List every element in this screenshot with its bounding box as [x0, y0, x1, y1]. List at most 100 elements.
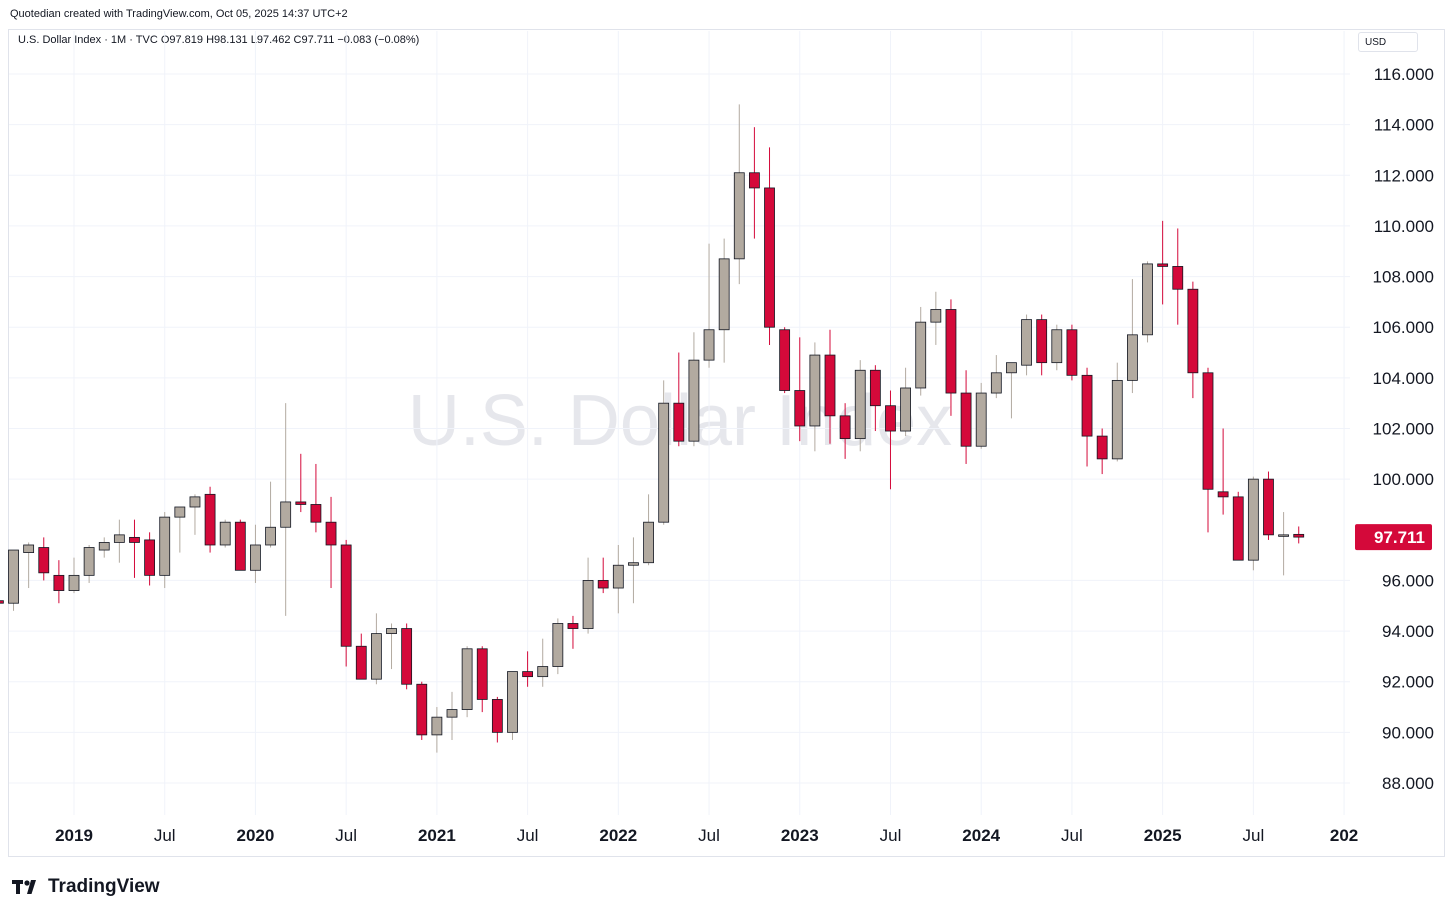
price-axis[interactable]: 116.000 114.000 112.000 110.000 108.000 106.0…	[1373, 65, 1434, 793]
y-tick-label: 96.000	[1382, 571, 1434, 590]
candle	[1006, 362, 1017, 419]
candle	[522, 651, 533, 687]
candle-body-down	[764, 187, 775, 328]
candle	[643, 494, 654, 566]
candle-body-up	[930, 309, 942, 323]
x-tick-label: Jul	[880, 826, 902, 845]
candle	[597, 557, 609, 594]
candle-body-down	[1066, 329, 1078, 376]
candle-body-up	[8, 549, 19, 604]
candle	[416, 681, 428, 740]
candle	[98, 537, 110, 558]
candle	[869, 365, 881, 432]
candle	[567, 615, 579, 649]
x-tick-label: 2024	[962, 826, 1000, 845]
tradingview-logo-text: TradingView	[48, 876, 160, 897]
candle-body-down	[794, 390, 806, 427]
candle-body-up	[1021, 319, 1032, 366]
candle	[854, 360, 866, 452]
candle-body-down	[1172, 266, 1184, 290]
candle-body-down	[204, 493, 216, 546]
candle-body-down	[567, 623, 579, 629]
candle-body-down	[416, 683, 428, 736]
candle-body-up	[643, 521, 654, 564]
candle-body-up	[552, 623, 564, 667]
candle	[900, 367, 911, 437]
candle-body-up	[582, 580, 594, 629]
candle-body-down	[839, 415, 851, 440]
candle-body-down	[673, 402, 685, 442]
candle-body-up	[733, 172, 745, 260]
candle-body-up	[718, 258, 730, 331]
candle-body-down	[1187, 288, 1199, 374]
last-price-tag	[1355, 524, 1432, 551]
candle-body-down	[491, 699, 503, 733]
candle-body-up	[658, 402, 670, 523]
y-tick-label: 116.000	[1374, 65, 1434, 84]
candle-body-up	[386, 628, 397, 635]
candle-body-up	[1278, 534, 1289, 537]
candle	[174, 506, 186, 553]
candle-body-down	[1081, 374, 1093, 437]
candle-body-up	[900, 387, 911, 432]
candle	[688, 332, 700, 447]
candle	[83, 544, 95, 583]
candle-body-down	[53, 574, 65, 591]
candle-body-down	[129, 536, 140, 543]
candle-body-up	[537, 666, 549, 678]
candle	[552, 618, 564, 675]
chart-frame	[8, 29, 1445, 857]
time-axis[interactable]: 2019 Jul 2020 Jul 2021 Jul 2022 Jul 2023 Jul 2024 J…	[55, 826, 1358, 845]
candle-body-up	[219, 521, 231, 546]
candle-body-up	[98, 542, 110, 551]
candle	[975, 382, 987, 449]
candle-body-down	[0, 600, 4, 604]
candle	[582, 557, 594, 634]
candle-body-down	[1157, 263, 1169, 267]
candle-body-down	[522, 671, 533, 678]
candle-body-down	[1293, 533, 1305, 538]
candle-body-up	[809, 354, 821, 427]
candle-body-up	[612, 564, 624, 589]
candle-body-up	[461, 648, 473, 710]
candle-body-down	[355, 645, 367, 680]
y-tick-label: 100.000	[1373, 470, 1434, 489]
candle	[1021, 314, 1032, 376]
candle	[749, 127, 760, 239]
y-tick-label: 88.000	[1382, 774, 1434, 793]
candle	[0, 600, 4, 604]
y-tick-label: 106.000	[1373, 318, 1434, 337]
candle	[53, 560, 65, 604]
candle	[355, 633, 367, 680]
candle	[1157, 220, 1169, 305]
candle	[945, 299, 957, 416]
candle-body-up	[159, 516, 171, 576]
symbol-legend: U.S. Dollar Index · 1M · TVC O97.819 H98…	[18, 34, 420, 46]
candle-body-up	[446, 709, 458, 718]
candle-body-up	[83, 547, 95, 576]
candle	[1142, 261, 1153, 343]
candle	[1051, 324, 1063, 371]
candle-body-down	[1096, 435, 1108, 460]
candle-body-up	[1127, 334, 1138, 381]
currency-button[interactable]: USD	[1358, 32, 1418, 52]
candle	[718, 238, 730, 363]
candles	[0, 104, 1305, 753]
candle-body-up	[703, 329, 715, 361]
candle-body-up	[915, 321, 927, 389]
candle	[915, 306, 927, 396]
candle-body-up	[1111, 379, 1123, 460]
candle-body-down	[824, 354, 836, 417]
candle	[764, 147, 775, 345]
candle-body-down	[476, 648, 488, 700]
candle	[68, 557, 80, 594]
candle	[1172, 228, 1184, 325]
candle-body-up	[854, 369, 866, 440]
candle-body-down	[779, 329, 791, 391]
candle	[1036, 314, 1048, 376]
candle	[219, 519, 231, 548]
candle-body-down	[144, 539, 156, 576]
candle-body-down	[295, 501, 307, 505]
candle	[507, 671, 518, 740]
